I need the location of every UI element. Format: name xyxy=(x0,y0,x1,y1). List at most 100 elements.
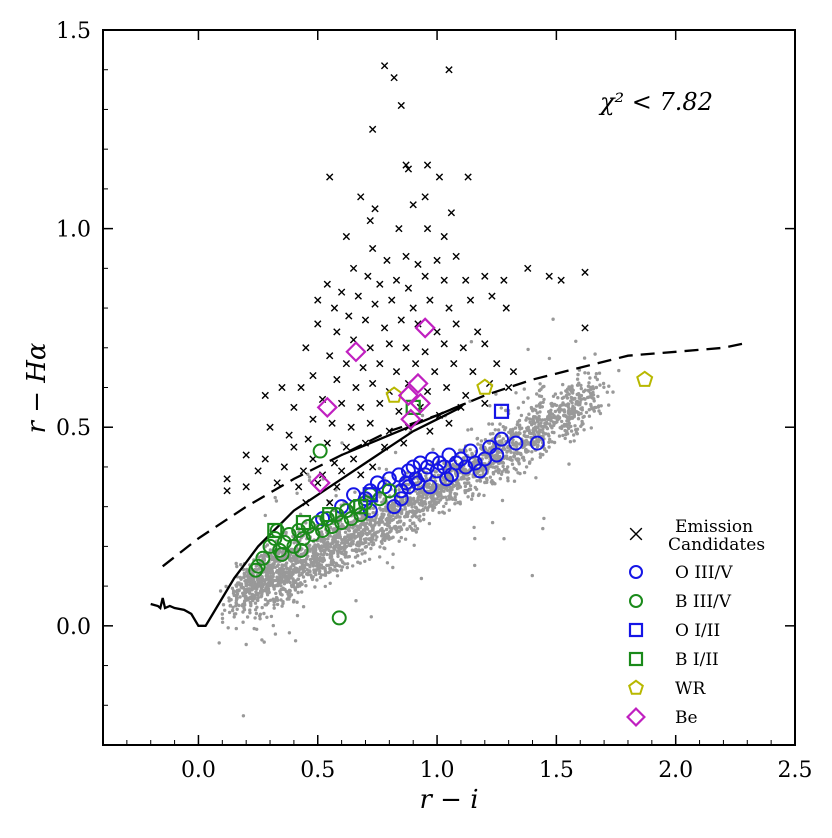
point-emission-candidates xyxy=(376,280,384,288)
point-emission-candidates xyxy=(326,352,334,360)
legend-marker-wr xyxy=(628,679,644,695)
field-point xyxy=(587,381,591,385)
field-point xyxy=(557,434,562,438)
field-point xyxy=(250,571,255,575)
field-point xyxy=(260,582,264,586)
field-point xyxy=(385,561,390,565)
field-point xyxy=(415,527,420,531)
field-point xyxy=(266,565,270,569)
field-point xyxy=(266,576,271,580)
field-point xyxy=(218,589,223,593)
field-point xyxy=(369,538,374,543)
field-point xyxy=(263,513,267,518)
field-point xyxy=(239,563,243,567)
field-point xyxy=(270,557,274,562)
field-point xyxy=(389,529,393,533)
field-point xyxy=(345,538,349,543)
point-emission-candidates xyxy=(545,272,553,280)
field-point xyxy=(273,632,278,636)
field-point xyxy=(391,507,396,511)
field-point xyxy=(573,424,577,428)
point-emission-candidates xyxy=(347,423,355,431)
field-point xyxy=(316,565,321,569)
point-emission-candidates xyxy=(345,312,353,320)
field-point xyxy=(441,476,445,480)
x-tick-label: 1.5 xyxy=(539,758,574,783)
point-wr xyxy=(385,386,403,403)
point-emission-candidates xyxy=(390,74,398,82)
point-emission-candidates xyxy=(450,360,458,368)
field-point xyxy=(269,614,274,619)
field-point xyxy=(372,524,376,528)
point-emission-candidates xyxy=(466,296,475,304)
field-point xyxy=(301,605,306,609)
field-point xyxy=(361,528,366,532)
point-emission-candidates xyxy=(581,268,589,276)
point-emission-candidates xyxy=(445,304,453,312)
point-be xyxy=(316,396,338,419)
point-emission-candidates xyxy=(447,209,456,217)
field-point xyxy=(448,485,452,489)
point-o-iii-v xyxy=(334,499,350,515)
field-point xyxy=(418,491,422,495)
field-point xyxy=(328,556,332,560)
field-point xyxy=(589,402,593,407)
field-point xyxy=(327,570,331,575)
field-point xyxy=(295,491,299,495)
field-point xyxy=(553,409,558,414)
field-point xyxy=(255,598,259,602)
field-point xyxy=(553,392,558,396)
point-be xyxy=(397,384,420,407)
field-point xyxy=(459,477,464,481)
field-point xyxy=(271,562,275,566)
field-point xyxy=(265,615,269,619)
field-point xyxy=(422,517,426,522)
field-point xyxy=(451,497,455,501)
field-point xyxy=(287,569,292,573)
field-point xyxy=(356,526,361,530)
point-emission-candidates xyxy=(368,125,377,133)
field-point xyxy=(516,406,521,410)
field-point xyxy=(272,603,276,607)
point-emission-candidates xyxy=(462,391,470,400)
point-emission-candidates xyxy=(366,344,374,352)
field-point xyxy=(617,368,621,373)
field-point xyxy=(477,469,481,473)
field-point xyxy=(582,414,586,419)
point-emission-candidates xyxy=(502,304,510,312)
background-field-points xyxy=(217,317,621,718)
field-point xyxy=(269,569,273,573)
field-point xyxy=(557,410,562,414)
field-point xyxy=(412,498,416,502)
field-point xyxy=(358,548,362,553)
field-point xyxy=(570,387,574,391)
field-point xyxy=(262,558,267,562)
field-point xyxy=(544,421,549,426)
x-tick-label: 0.5 xyxy=(300,758,335,783)
field-point xyxy=(442,489,446,493)
legend-label: B III/V xyxy=(675,592,732,612)
point-emission-candidates xyxy=(349,264,358,272)
field-point xyxy=(394,508,398,512)
field-point xyxy=(280,565,284,570)
point-emission-candidates xyxy=(309,455,317,463)
field-point xyxy=(442,504,446,509)
field-point xyxy=(552,430,556,435)
field-point xyxy=(231,605,235,609)
y-tick-label: 0.5 xyxy=(56,416,91,441)
point-emission-candidates xyxy=(500,276,508,284)
point-o-iii-v xyxy=(508,435,524,451)
field-point xyxy=(381,537,385,542)
field-point xyxy=(255,568,259,572)
field-point xyxy=(506,476,510,480)
field-point xyxy=(273,559,278,563)
point-emission-candidates xyxy=(402,161,410,169)
field-point xyxy=(457,486,461,490)
field-point xyxy=(533,421,537,425)
field-point xyxy=(236,581,240,585)
point-b-iii-v xyxy=(319,511,335,527)
field-point xyxy=(384,527,389,532)
field-point xyxy=(501,425,505,429)
field-point xyxy=(325,552,329,557)
field-point xyxy=(567,462,571,466)
